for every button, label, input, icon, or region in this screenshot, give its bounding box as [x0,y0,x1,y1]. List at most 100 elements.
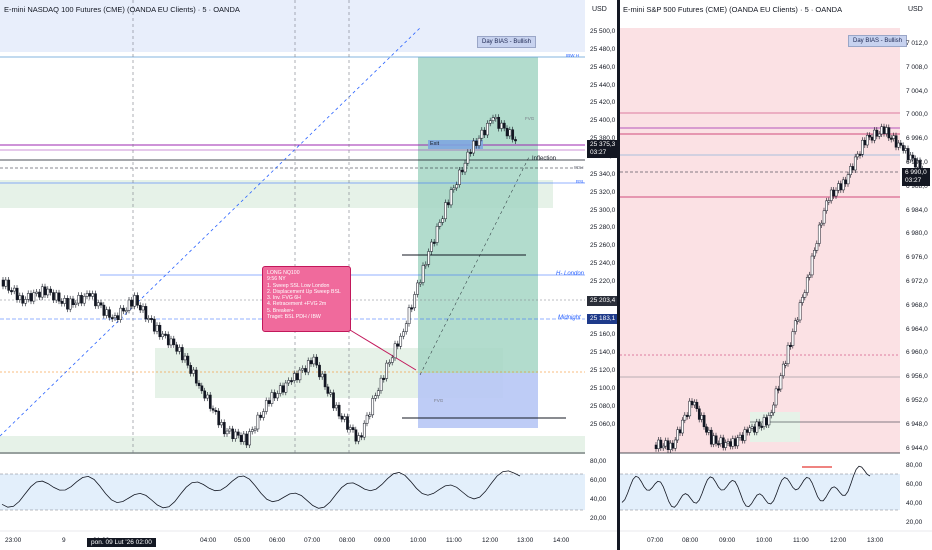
candle [880,126,884,135]
candle [822,210,826,224]
candle [458,169,461,185]
candle [508,129,512,137]
candle [301,368,305,371]
sp500-chart-canvas[interactable] [620,0,932,550]
candle [234,431,237,439]
candle [329,392,333,395]
candle [839,183,843,191]
nasdaq-price-tick-2: 25 460,0 [590,63,616,71]
candle [837,183,840,191]
candle [183,355,187,361]
nasdaq-currency[interactable]: USD [592,6,607,13]
sp500-price-tick-1: 7 008,0 [906,63,928,71]
sp500-osc-tick-2: 40,00 [906,500,923,507]
nasdaq-chart-title: E-mini NASDAQ 100 Futures (CME) (OANDA E… [4,5,240,14]
sp500-price-tick-17: 6 944,0 [906,444,928,452]
candle [346,416,349,430]
pane-divider[interactable] [617,0,620,550]
sp500-candles [654,123,924,453]
candle [236,431,240,436]
candle [320,373,324,378]
candle [46,288,50,296]
candle [7,279,11,291]
long-position-profit[interactable] [418,57,538,373]
trade-note[interactable]: LONG NQ100 9:56 NY 1. Sweep SSL Low London… [262,266,351,332]
sp500-currency[interactable]: USD [908,6,923,13]
retrace-line[interactable] [419,154,531,376]
candle [500,122,503,129]
candle [43,286,47,296]
candle [846,174,850,185]
nasdaq-chart-pane[interactable]: E-mini NASDAQ 100 Futures (CME) (OANDA E… [0,0,617,550]
nasdaq-time-tick-1: 9 [62,537,66,544]
sp500-last-price: 6 990,0 03:27 [902,168,930,186]
nasdaq-price-tick-10: 25 300,0 [590,206,616,214]
candle [877,133,881,137]
sp500-bias-label[interactable]: Day BIAS - Bullish [848,35,908,47]
candle [488,120,492,124]
candle [472,140,475,154]
candle [194,369,198,384]
trade-note-line-4: 3. Inv. FVG 6H [267,295,301,302]
candle [273,392,277,399]
candle [801,297,804,303]
candle [315,356,319,366]
candle [343,416,347,420]
candle [813,250,816,257]
candle [669,442,672,450]
trend-line[interactable] [0,27,421,437]
sp500-last-price-value: 6 990,0 [905,169,927,176]
candle [357,435,361,442]
candle [868,135,872,138]
nasdaq-time-tick-9: 10:00 [410,537,427,544]
nasdaq-time-tick-12: 13:00 [517,537,534,544]
nasdaq-price-tag-2: 25 203,4 [587,296,617,306]
candle [793,320,797,332]
exit-box[interactable] [428,140,483,149]
bsl-label: BSL [576,179,585,184]
candle [60,300,64,304]
candle [676,429,680,441]
candle [726,441,730,444]
candle [180,347,184,361]
candle [360,435,363,438]
long-position-risk[interactable] [418,373,538,428]
candle [705,426,708,433]
candle [214,410,218,413]
candle [295,373,299,381]
candle [113,315,117,319]
candle [904,148,908,151]
candle [786,344,790,364]
candle [834,190,838,197]
candle [685,414,689,417]
candle [144,306,148,320]
sp500-time-tick-5: 12:00 [830,537,847,544]
candle [700,415,704,420]
candle [497,116,501,129]
candle [49,288,53,293]
candle [385,362,389,379]
candle [287,380,291,384]
trade-note-line-6: 5. Breaker+ [267,307,294,314]
nasdaq-chart-canvas[interactable] [0,0,617,550]
candle [444,202,447,220]
candle [861,139,864,155]
sp500-time-tick-4: 11:00 [793,537,809,544]
trade-note-line-0: LONG NQ100 [267,270,300,276]
candle [889,137,893,140]
sp-oscillator-line [621,465,871,508]
nasdaq-price-tick-14: 25 220,0 [590,277,616,285]
candle [309,360,313,365]
candle [138,305,142,311]
nasdaq-time-tick-4: 05:00 [234,537,251,544]
nasdaq-time-tick-0: 23:00 [5,537,22,544]
candle [430,241,433,252]
sp500-chart-pane[interactable]: E-mini S&P 500 Futures (CME) (OANDA EU C… [620,0,932,550]
candle [774,388,778,406]
candle [721,437,725,448]
candle [760,425,764,428]
candle [750,426,754,429]
candle [753,426,756,433]
nasdaq-price-tick-12: 25 260,0 [590,242,616,250]
nasdaq-bias-label[interactable]: Day BIAS - Bullish [477,36,537,48]
